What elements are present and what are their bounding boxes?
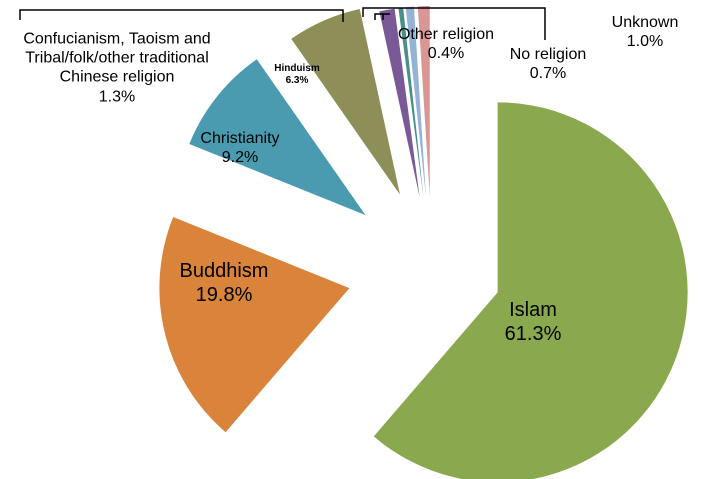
slice-value: 1.0% xyxy=(626,33,664,50)
slice-name: Christianity xyxy=(200,129,280,147)
leader-line xyxy=(19,9,344,22)
slice-label: Other religion 0.4% xyxy=(366,25,526,63)
pie-slice xyxy=(159,217,350,433)
slice-label: No religion 0.7% xyxy=(468,45,628,83)
slice-label: Buddhism 19.8% xyxy=(124,259,324,307)
pie-slice xyxy=(379,8,420,198)
slice-value: 61.3% xyxy=(504,323,562,345)
slice-name: Other religion xyxy=(397,25,495,43)
slice-name: Confucianism, Taoism and Tribal/folk/oth… xyxy=(23,30,211,86)
leader-line xyxy=(362,7,546,40)
pie-slice xyxy=(405,6,426,197)
slice-value: 0.7% xyxy=(529,65,567,82)
slice-name: Unknown xyxy=(611,13,679,31)
slice-name: Buddhism xyxy=(179,260,269,282)
slice-label: Unknown 1.0% xyxy=(585,13,702,51)
pie-slice xyxy=(291,8,400,195)
slice-name: Hinduism xyxy=(274,63,320,74)
slice-value: 19.8% xyxy=(195,284,253,306)
pie-slice xyxy=(398,7,424,197)
slice-name: No religion xyxy=(509,45,587,63)
slice-label: Confucianism, Taoism and Tribal/folk/oth… xyxy=(5,30,230,107)
slice-value: 6.3% xyxy=(285,75,309,86)
pie-slice xyxy=(417,6,430,197)
slice-label: Islam 61.3% xyxy=(433,298,633,346)
slice-label: Hinduism 6.3% xyxy=(257,63,337,87)
pie-slice xyxy=(373,102,688,479)
leader-lines xyxy=(19,7,546,40)
slice-value: 9.2% xyxy=(221,149,259,166)
slice-label: Christianity 9.2% xyxy=(140,129,340,167)
slice-value: 1.3% xyxy=(98,88,136,106)
leader-line xyxy=(374,13,390,20)
slice-value: 0.4% xyxy=(427,45,465,62)
pie-slice xyxy=(189,59,366,216)
slice-name: Islam xyxy=(509,299,557,321)
